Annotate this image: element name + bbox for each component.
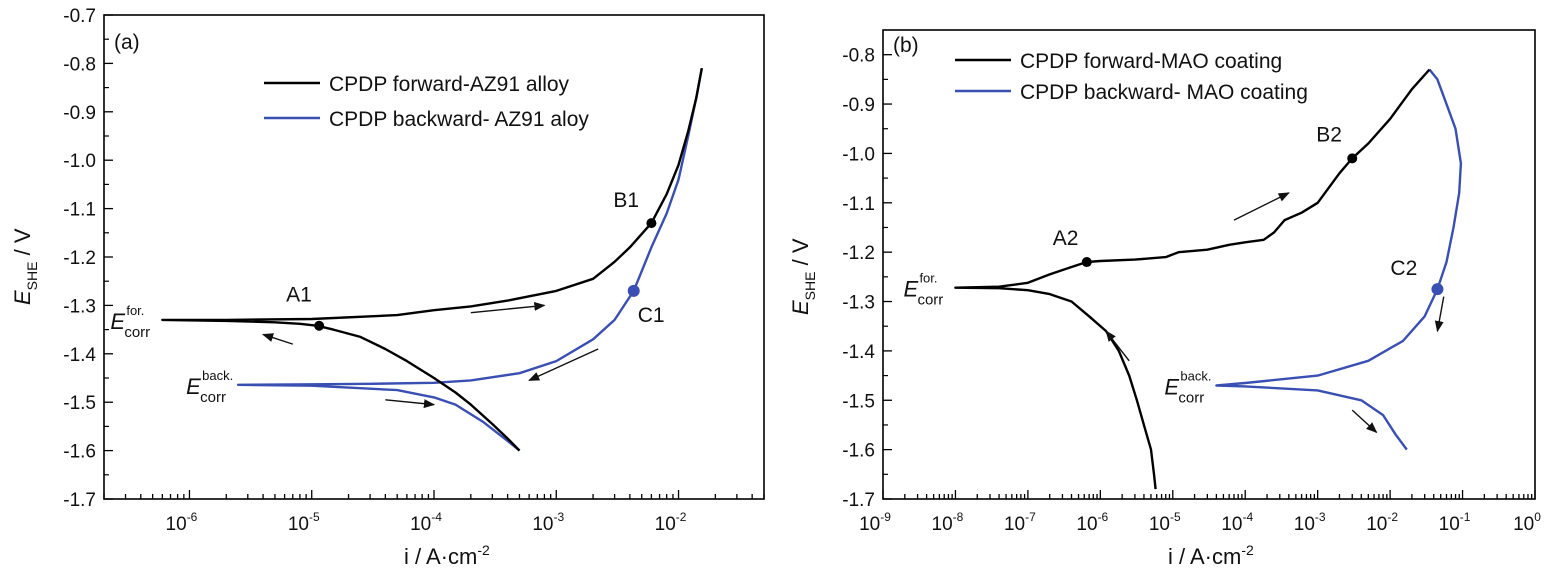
y-tick-label: -0.7: [63, 6, 96, 27]
marker-point: [1081, 257, 1092, 268]
y-tick-label: -1.5: [842, 391, 875, 412]
direction-arrow: [528, 348, 599, 382]
y-tick-label: -0.9: [842, 95, 875, 116]
legend-label-forward-a: CPDP forward-AZ91 alloy: [329, 73, 570, 96]
direction-arrow: [385, 399, 436, 409]
ecorr-symbol: E: [186, 374, 201, 399]
marker-point: [1431, 283, 1444, 296]
y-tick-label: -1.1: [842, 194, 875, 215]
ecorr-superscript: back.: [202, 368, 233, 383]
markers-b: A2 B2 C2: [1053, 123, 1444, 296]
y-axis-title-a: ESHE / V: [10, 228, 40, 305]
direction-arrow: [1351, 409, 1378, 434]
x-tick-label: 10-2: [1366, 510, 1398, 535]
y-tick-label: -1.0: [842, 144, 875, 165]
legend-label-backward-b: CPDP backward- MAO coating: [1020, 81, 1308, 104]
legend-label-forward-b: CPDP forward-MAO coating: [1020, 50, 1282, 73]
ecorr-symbol: E: [903, 277, 918, 302]
ecorr-symbol: E: [110, 309, 125, 334]
series-line-forward: [954, 68, 1431, 490]
direction-arrow: [1434, 296, 1445, 333]
marker-label: C1: [638, 304, 665, 327]
x-tick-label: 10-4: [410, 510, 442, 535]
y-tick-label: -1.2: [842, 243, 875, 264]
y-tick-label: -1.6: [63, 442, 96, 463]
marker-point: [627, 284, 640, 297]
marker-label: B1: [613, 189, 639, 212]
x-axis-title-b: i / A·cm-2: [1168, 542, 1254, 569]
y-tick-label: -1.7: [63, 490, 96, 511]
y-tick-label: -0.8: [842, 46, 875, 67]
series-line-backward: [236, 67, 703, 452]
marker-label: A2: [1053, 227, 1079, 250]
x-ticks-a: 10-6 10-5 10-4 10-3 10-2: [103, 490, 765, 535]
y-tick-label: -1.0: [63, 151, 96, 172]
x-tick-label: 10-3: [532, 510, 564, 535]
ecorr-subscript: corr: [1178, 389, 1204, 406]
y-tick-label: -1.4: [842, 342, 875, 363]
marker-point: [1347, 153, 1358, 164]
y-tick-label: -1.4: [63, 345, 96, 366]
series-lines-b: [954, 68, 1463, 490]
panel-tag-b: (b): [893, 34, 919, 57]
x-tick-label: 10-9: [859, 510, 891, 535]
x-axis-title-a: i / A·cm-2: [404, 542, 490, 569]
marker-point: [314, 320, 325, 331]
y-tick-label: -0.9: [63, 103, 96, 124]
direction-arrow: [1233, 192, 1290, 221]
markers-a: A1 B1 C1: [286, 189, 665, 331]
plot-frame-b: [882, 29, 1536, 500]
ecorr-subscript: corr: [200, 389, 226, 406]
panel-tag-a: (a): [114, 31, 140, 54]
y-axis-title-b: ESHE / V: [788, 238, 818, 315]
direction-arrow: [262, 333, 294, 345]
x-tick-label: 10-3: [1294, 510, 1326, 535]
legend-b: CPDP forward-MAO coating CPDP backward- …: [955, 50, 1308, 104]
chart-panel-a: 10-6 10-5 10-4 10-3 10-2 -0.7 -0.8 -0.9 -1.0 -1.…: [10, 6, 765, 569]
direction-arrows-a: [262, 301, 599, 409]
x-tick-label: 10-7: [1004, 510, 1036, 535]
x-tick-label: 10-1: [1439, 510, 1471, 535]
y-tick-label: -1.3: [63, 296, 96, 317]
x-tick-label: 10-8: [932, 510, 964, 535]
y-tick-label: -1.5: [63, 393, 96, 414]
marker-point: [646, 218, 657, 229]
ecorr-subscript: corr: [124, 324, 150, 341]
y-tick-label: -1.7: [842, 490, 875, 511]
x-tick-label: 100: [1513, 510, 1541, 535]
y-tick-label: -1.1: [63, 200, 96, 221]
y-tick-label: -1.3: [842, 293, 875, 314]
y-tick-label: -1.6: [842, 441, 875, 462]
y-ticks-b: -0.8 -0.9 -1.0 -1.1 -1.2 -1.3 -1.4 -1.5 -1.6 -1.7: [842, 46, 892, 511]
ecorr-superscript: back.: [1180, 368, 1211, 383]
legend-label-backward-a: CPDP backward- AZ91 aloy: [329, 108, 589, 131]
y-tick-label: -1.2: [63, 248, 96, 269]
direction-arrows-b: [1105, 192, 1445, 434]
marker-label: B2: [1316, 123, 1342, 146]
y-tick-label: -0.8: [63, 54, 96, 75]
x-tick-label: 10-5: [1149, 510, 1181, 535]
marker-label: A1: [286, 284, 312, 307]
x-tick-label: 10-5: [288, 510, 320, 535]
ecorr-superscript: for.: [919, 271, 937, 286]
x-ticks-b: 10-9 10-8 10-7 10-6 10-5 10-4 10-3 10-2 10-1 100: [859, 490, 1541, 535]
y-ticks-a: -0.7 -0.8 -0.9 -1.0 -1.1 -1.2 -1.3 -1.4 -1.5 -1.6…: [63, 6, 113, 511]
legend-a: CPDP forward-AZ91 alloy CPDP backward- A…: [264, 73, 589, 131]
chart-panel-b: 10-9 10-8 10-7 10-6 10-5 10-4 10-3 10-2 10-1 100 …: [788, 29, 1541, 569]
marker-label: C2: [1390, 257, 1417, 280]
x-tick-label: 10-2: [655, 510, 687, 535]
direction-arrow: [1105, 330, 1130, 362]
ecorr-subscript: corr: [917, 292, 943, 309]
direction-arrow: [470, 301, 546, 314]
series-line-backward: [1215, 68, 1463, 451]
ecorr-symbol: E: [1164, 374, 1179, 399]
x-tick-label: 10-6: [166, 510, 198, 535]
ecorr-superscript: for.: [126, 303, 144, 318]
x-tick-label: 10-4: [1221, 510, 1253, 535]
x-tick-label: 10-6: [1076, 510, 1108, 535]
